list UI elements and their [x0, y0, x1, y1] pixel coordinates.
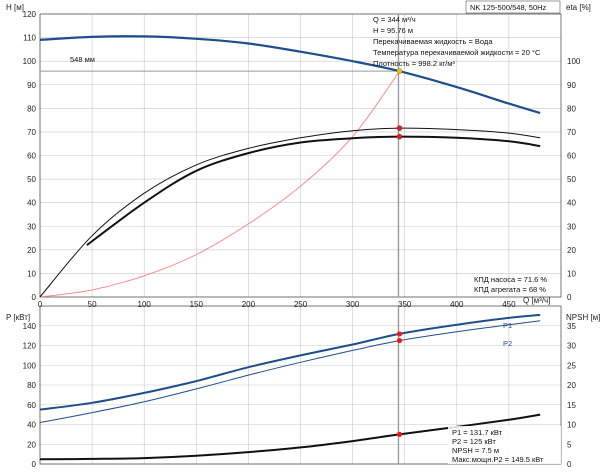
y-tick-label-right: 50	[567, 175, 576, 184]
x-axis-label-q: Q [м³/ч]	[523, 296, 550, 305]
y-tick-label-left: 140	[23, 322, 37, 331]
system-curve	[39, 70, 400, 298]
y-tick-label-left: 120	[23, 10, 37, 19]
y-tick-label-right: 90	[567, 81, 576, 90]
x-tick-label: 450	[502, 300, 516, 309]
power-note: P2 = 125 кВт	[452, 437, 496, 446]
chart-markers	[396, 68, 403, 437]
duty-point-marker	[396, 431, 403, 437]
power-info: P1 = 131.7 кВт P2 = 125 кВт NPSH = 7.5 м…	[448, 426, 561, 464]
duty-point-marker	[396, 68, 403, 74]
y-tick-label-right: 30	[567, 222, 576, 231]
y-tick-label-left: 50	[27, 175, 36, 184]
series-label-p2: P2	[503, 339, 512, 348]
y-tick-label-left: 0	[32, 293, 37, 302]
y-tick-label-right: 70	[567, 128, 576, 137]
y-tick-label-right: 30	[567, 342, 576, 351]
y-tick-label-left: 80	[27, 381, 36, 390]
y-tick-label-left: 20	[27, 246, 36, 255]
p1-power-curve	[39, 313, 541, 411]
x-tick-label: 150	[190, 300, 204, 309]
annotation-line: H = 95.76 м	[373, 26, 413, 35]
axis-labels: H [м] eta [%] Q [м³/ч] P [кВт] NPSH [м]	[6, 3, 600, 322]
y-tick-label-left: 40	[27, 199, 36, 208]
eta-note: КПД насоса = 71.6 %	[474, 275, 547, 284]
y-tick-label-right: 100	[567, 57, 581, 66]
y-tick-label-right: 60	[567, 152, 576, 161]
chart-series	[39, 14, 541, 464]
x-tick-label: 0	[38, 300, 43, 309]
x-tick-label: 200	[242, 300, 256, 309]
annotation-line: Плотность = 998.2 кг/м³	[373, 59, 455, 68]
series-label-p1: P1	[503, 321, 512, 330]
chart-title: NK 125-500/548, 50Hz	[470, 3, 547, 12]
annotation-line: Температура перекачиваемой жидкости = 20…	[373, 48, 541, 57]
power-note: P1 = 131.7 кВт	[452, 428, 503, 437]
x-tick-label: 100	[138, 300, 152, 309]
y-tick-label-right: 0	[567, 460, 572, 469]
x-tick-label: 300	[346, 300, 360, 309]
pump-efficiency-curve	[39, 127, 541, 298]
y-tick-label-right: 20	[567, 381, 576, 390]
y-tick-label-left: 20	[27, 440, 36, 449]
y-tick-label-left: 10	[27, 269, 36, 278]
x-tick-label: 350	[398, 300, 412, 309]
y-tick-label-right: 40	[567, 199, 576, 208]
y-tick-label-left: 120	[23, 342, 37, 351]
y-axis-label-eta: eta [%]	[566, 3, 591, 12]
y-tick-label-right: 0	[567, 293, 572, 302]
npsh-curve	[39, 413, 541, 461]
y-tick-label-left: 70	[27, 128, 36, 137]
chart-title-box: NK 125-500/548, 50Hz	[465, 0, 561, 14]
duty-point-info: Q = 344 м³/ч H = 95.76 м Перекачиваемая …	[373, 15, 541, 68]
y-tick-label-right: 80	[567, 104, 576, 113]
y-tick-label-right: 5	[567, 440, 572, 449]
duty-point-marker	[396, 125, 403, 131]
y-tick-label-right: 15	[567, 401, 576, 410]
y-tick-label-left: 30	[27, 222, 36, 231]
annotation-line: Перекачиваемая жидкость = Вода	[373, 37, 493, 46]
y-tick-label-left: 100	[23, 361, 37, 370]
y-tick-label-left: 60	[27, 401, 36, 410]
y-tick-label-right: 10	[567, 421, 576, 430]
y-tick-label-left: 40	[27, 421, 36, 430]
y-tick-label-right: 35	[567, 322, 576, 331]
power-note: Макс.мощн.P2 = 149.5 кВт	[452, 455, 544, 464]
p2-power-curve	[39, 320, 541, 423]
eta-note: КПД агрегата = 68 %	[474, 285, 546, 294]
annotation-line: Q = 344 м³/ч	[373, 15, 416, 24]
axis-ticks: 0 50 100 150 200 250 300 350 400 4500102030405060…	[23, 10, 581, 469]
y-tick-label-right: 25	[567, 361, 576, 370]
y-tick-label-right: 10	[567, 269, 576, 278]
y-axis-label-p: P [кВт]	[6, 313, 30, 322]
y-tick-label-left: 0	[32, 460, 37, 469]
y-tick-label-left: 90	[27, 81, 36, 90]
power-note: NPSH = 7.5 м	[452, 446, 499, 455]
efficiency-info: КПД насоса = 71.6 % КПД агрегата = 68 %	[474, 275, 547, 294]
x-tick-label: 50	[88, 300, 97, 309]
y-tick-label-left: 60	[27, 152, 36, 161]
duty-point-marker	[396, 133, 403, 140]
y-axis-label-h: H [м]	[6, 3, 24, 12]
duty-point-marker	[396, 331, 403, 337]
y-tick-label-right: 20	[567, 246, 576, 255]
y-tick-label-left: 110	[23, 34, 36, 43]
y-axis-label-npsh: NPSH [м]	[566, 313, 600, 322]
curve-label: 548 мм	[70, 55, 95, 64]
x-tick-label: 250	[294, 300, 308, 309]
unit-efficiency-curve	[86, 135, 541, 246]
top-plot-frame	[39, 13, 562, 298]
x-tick-label: 400	[450, 300, 464, 309]
bottom-plot-frame	[39, 305, 562, 465]
head-curve	[39, 35, 541, 115]
y-tick-label-left: 100	[23, 57, 37, 66]
y-tick-label-left: 80	[27, 104, 36, 113]
duty-point-marker	[396, 337, 403, 344]
